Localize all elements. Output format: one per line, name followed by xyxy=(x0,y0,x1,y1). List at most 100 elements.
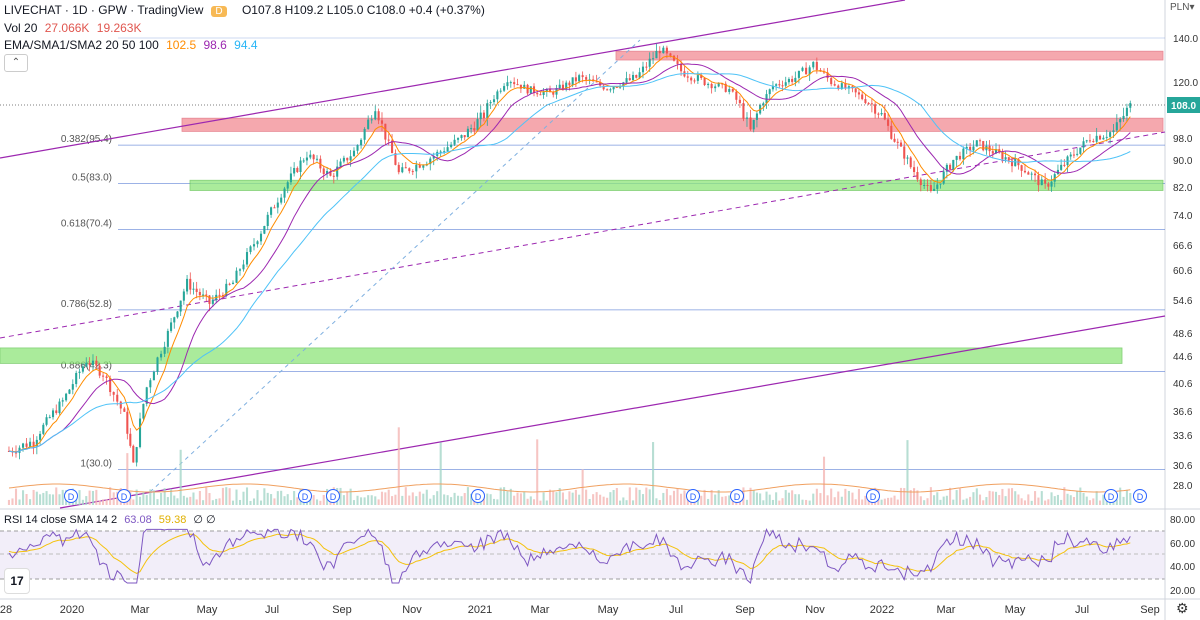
candle-body xyxy=(833,84,836,86)
volume-bar xyxy=(1079,487,1082,505)
candle-body xyxy=(867,103,870,105)
zone-resistance-1 xyxy=(181,117,1164,132)
volume-bar xyxy=(397,427,400,505)
candle-body xyxy=(847,86,850,89)
candle-body xyxy=(906,157,909,159)
candle-body xyxy=(322,168,325,174)
candle-body xyxy=(552,92,555,95)
volume-bar xyxy=(1010,488,1014,505)
candle-body xyxy=(574,77,577,82)
price-tick-label: 82.0 xyxy=(1173,183,1193,194)
volume-bar xyxy=(273,498,276,505)
volume-bar xyxy=(29,499,32,505)
volume-bar xyxy=(962,499,965,505)
volume-bar xyxy=(969,496,972,505)
candle-body xyxy=(949,164,952,170)
volume-bar xyxy=(1119,487,1122,505)
candle-body xyxy=(991,151,994,154)
candle-body xyxy=(346,157,349,161)
volume-bar xyxy=(1014,491,1017,505)
volume-bar xyxy=(356,495,359,505)
candle-body xyxy=(91,360,95,366)
volume-bar xyxy=(1085,496,1088,505)
data-badge[interactable]: D xyxy=(211,6,227,17)
volume-bar xyxy=(658,500,661,505)
candle-body xyxy=(489,102,492,104)
candle-body xyxy=(182,291,185,301)
settings-gear-icon[interactable]: ⚙ xyxy=(1176,600,1189,616)
candle-body xyxy=(58,401,61,414)
candle-body xyxy=(648,58,651,67)
candle-body xyxy=(1007,157,1010,161)
candle-body xyxy=(965,146,968,149)
candle-body xyxy=(606,89,609,91)
candle-body xyxy=(536,92,539,95)
volume-bar xyxy=(245,487,249,505)
volume-bar xyxy=(496,499,499,505)
volume-bar xyxy=(1037,497,1040,505)
dividend-marker-label: D xyxy=(68,492,75,502)
volume-bar xyxy=(408,495,411,505)
volume-bar xyxy=(152,490,155,505)
candle-body xyxy=(631,74,635,81)
volume-bar xyxy=(363,497,366,505)
volume-bar xyxy=(352,500,356,505)
candle-body xyxy=(85,362,88,367)
candle-body xyxy=(742,103,745,119)
candle-body xyxy=(415,164,418,172)
volume-bar xyxy=(994,491,998,505)
volume-bar xyxy=(1115,499,1118,505)
candle-body xyxy=(710,83,713,89)
collapse-legend-button[interactable]: ⌃ xyxy=(4,54,28,72)
candle-body xyxy=(1030,173,1033,175)
volume-bar xyxy=(857,489,860,505)
volume-bar xyxy=(198,490,201,505)
volume-bar xyxy=(342,495,345,505)
volume-bar xyxy=(759,493,762,505)
candle-body xyxy=(529,86,532,94)
volume-bar xyxy=(460,496,463,505)
candle-body xyxy=(135,447,138,463)
volume-bar xyxy=(955,490,958,505)
candle-body xyxy=(145,387,148,404)
candle-body xyxy=(1027,172,1030,175)
volume-bar xyxy=(208,493,211,505)
volume-bar xyxy=(631,500,635,505)
volume-bar xyxy=(830,488,833,505)
volume-bar xyxy=(526,498,529,505)
volume-bar xyxy=(1082,492,1085,505)
candle-body xyxy=(289,173,292,183)
volume-bar xyxy=(436,491,439,505)
tradingview-logo-icon[interactable]: 17 xyxy=(4,568,30,594)
time-tick-label: May xyxy=(598,604,619,616)
volume-bar xyxy=(102,499,105,505)
candle-body xyxy=(745,117,749,119)
volume-bar xyxy=(1007,488,1010,505)
volume-bar xyxy=(105,499,108,505)
volume-bar xyxy=(714,494,717,505)
candle-body xyxy=(68,389,71,394)
volume-bar xyxy=(149,489,152,505)
candle-body xyxy=(380,120,384,124)
candle-body xyxy=(830,78,833,85)
candle-body xyxy=(735,91,738,100)
candle-body xyxy=(486,103,489,119)
volume-bar xyxy=(655,498,658,505)
candle-body xyxy=(208,295,211,304)
candle-body xyxy=(466,128,469,138)
candle-body xyxy=(978,140,982,142)
candle-body xyxy=(787,78,790,83)
volume-bar xyxy=(7,499,11,505)
sma1-line xyxy=(8,63,1131,453)
time-tick-label: Sep xyxy=(332,604,352,616)
volume-bar xyxy=(116,491,119,505)
currency-selector[interactable]: PLN▾ xyxy=(1170,2,1195,13)
volume-bar xyxy=(499,487,502,505)
volume-bar xyxy=(615,488,618,505)
fib-label-0: 0.382(95.4) xyxy=(61,134,112,145)
candle-body xyxy=(784,82,787,86)
volume-bar xyxy=(936,492,939,505)
volume-bar xyxy=(286,494,289,505)
volume-bar xyxy=(861,499,864,505)
